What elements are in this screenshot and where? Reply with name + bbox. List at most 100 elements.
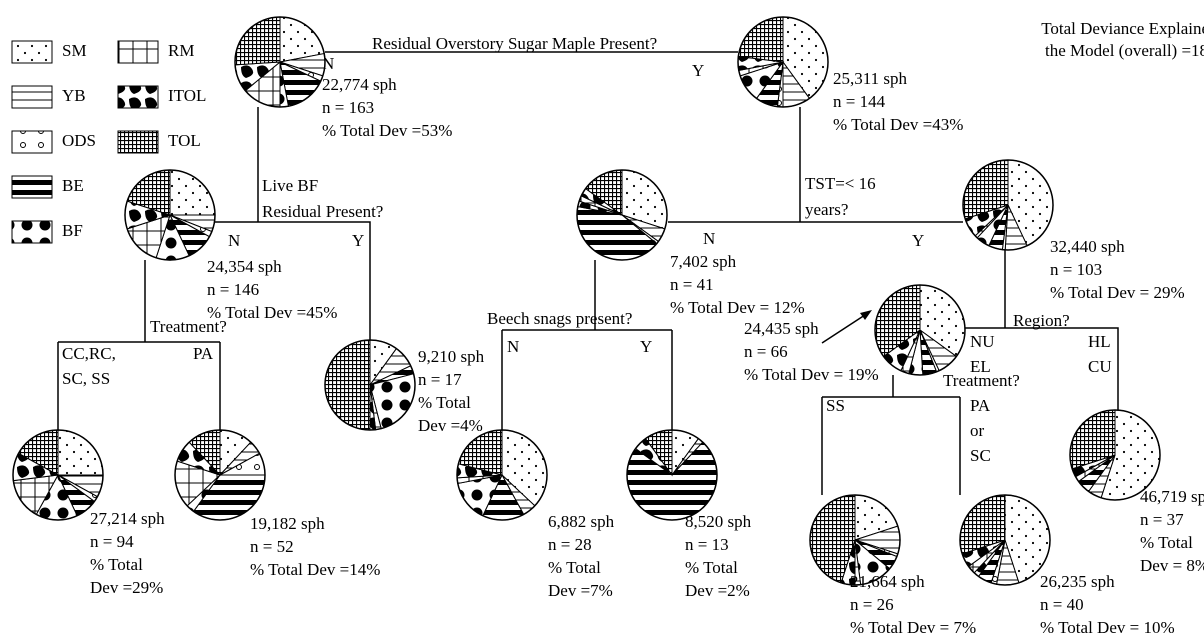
edge (501, 260, 673, 430)
node-stat: n = 13 (685, 535, 729, 554)
legend-swatch (11, 175, 53, 199)
branch-label: HL (1088, 332, 1111, 351)
pie-outline (576, 169, 668, 261)
legend-label: ITOL (168, 86, 206, 105)
split-question: Treatment? (150, 317, 227, 336)
node-stat: 24,354 sph (207, 257, 282, 276)
node-stat: Dev =4% (418, 416, 483, 435)
node-stat: 9,210 sph (418, 347, 485, 366)
node-stat: n = 66 (744, 342, 788, 361)
edge (57, 260, 221, 430)
legend-swatch (11, 220, 53, 244)
node-stat: n = 26 (850, 595, 894, 614)
branch-label: CU (1088, 357, 1112, 376)
pie-outline (324, 339, 416, 431)
branch-label: N (703, 229, 715, 248)
legend-label: SM (62, 41, 87, 60)
branch-label: EL (970, 357, 991, 376)
node-stat: n = 144 (833, 92, 886, 111)
node-stat: n = 163 (322, 98, 374, 117)
node-stat: % Total (418, 393, 471, 412)
note: Total Deviance Explained by (1041, 19, 1204, 38)
legend-label: RM (168, 41, 194, 60)
split-question: Treatment? (943, 371, 1020, 390)
edge (215, 107, 371, 340)
split-question: Beech snags present? (487, 309, 632, 328)
node-stat: n = 146 (207, 280, 259, 299)
node-stat: Dev =7% (548, 581, 613, 600)
pie-outline (737, 16, 829, 108)
edge (965, 250, 1119, 410)
branch-label: SC, SS (62, 369, 110, 388)
split-question: Live BF (262, 176, 318, 195)
split-question: TST=< 16 (805, 174, 876, 193)
node-stat: n = 17 (418, 370, 462, 389)
node-stat: n = 94 (90, 532, 134, 551)
node-stat: 26,235 sph (1040, 572, 1115, 591)
node-stat: 8,520 sph (685, 512, 752, 531)
branch-label: PA (970, 396, 991, 415)
node-stat: % Total (685, 558, 738, 577)
node-stat: % Total (1140, 533, 1193, 552)
branch-label: N (507, 337, 519, 356)
node-stat: 7,402 sph (670, 252, 737, 271)
branch-label: N (228, 231, 240, 250)
legend-swatch (11, 85, 53, 109)
branch-label: or (970, 421, 985, 440)
node-stat: 6,882 sph (548, 512, 615, 531)
node-stat: % Total Dev = 19% (744, 365, 879, 384)
pie-outline (809, 494, 901, 586)
node-stat: % Total Dev = 10% (1040, 618, 1175, 635)
edge (668, 107, 963, 223)
split-question: years? (805, 200, 848, 219)
branch-label: PA (193, 344, 214, 363)
node-stat: % Total Dev =43% (833, 115, 963, 134)
arrow (821, 312, 869, 344)
legend-label: YB (62, 86, 86, 105)
node-stat: Dev = 8% (1140, 556, 1204, 575)
pie-outline (962, 159, 1054, 251)
legend-swatch (117, 85, 159, 109)
pie-outline (124, 169, 216, 261)
legend-label: BF (62, 221, 83, 240)
split-question: Residual Present? (262, 202, 383, 221)
node-stat: % Total Dev =14% (250, 560, 380, 579)
node-stat: n = 52 (250, 537, 294, 556)
split-question: Region? (1013, 311, 1070, 330)
branch-label: Y (692, 61, 704, 80)
branch-label: CC,RC, (62, 344, 116, 363)
node-stat: n = 40 (1040, 595, 1084, 614)
pie-outline (874, 284, 966, 376)
node-stat: n = 41 (670, 275, 714, 294)
pie-outline (12, 429, 104, 521)
legend-swatch (11, 130, 53, 154)
branch-label: Y (912, 231, 924, 250)
legend-swatch (117, 130, 159, 154)
node-stat: Dev =29% (90, 578, 163, 597)
legend-label: BE (62, 176, 84, 195)
node-stat: % Total (548, 558, 601, 577)
arrow-head (860, 310, 872, 320)
node-stat: 32,440 sph (1050, 237, 1125, 256)
pie-outline (626, 429, 718, 521)
branch-label: SC (970, 446, 991, 465)
node-stat: 24,435 sph (744, 319, 819, 338)
pie-outline (959, 494, 1051, 586)
pie-outline (174, 429, 266, 521)
node-stat: % Total Dev = 12% (670, 298, 805, 317)
node-stat: 21,664 sph (850, 572, 925, 591)
branch-label: SS (826, 396, 845, 415)
node-stat: % Total Dev = 29% (1050, 283, 1185, 302)
edge (821, 375, 961, 495)
node-stat: 27,214 sph (90, 509, 165, 528)
branch-label: Y (352, 231, 364, 250)
legend-swatch (11, 40, 53, 64)
branch-label: Y (640, 337, 652, 356)
node-stat: 25,311 sph (833, 69, 907, 88)
node-stat: 46,719 sph (1140, 487, 1204, 506)
pie-slice (324, 339, 371, 431)
node-stat: 22,774 sph (322, 75, 397, 94)
node-stat: % Total Dev = 7% (850, 618, 976, 635)
node-stat: % Total (90, 555, 143, 574)
